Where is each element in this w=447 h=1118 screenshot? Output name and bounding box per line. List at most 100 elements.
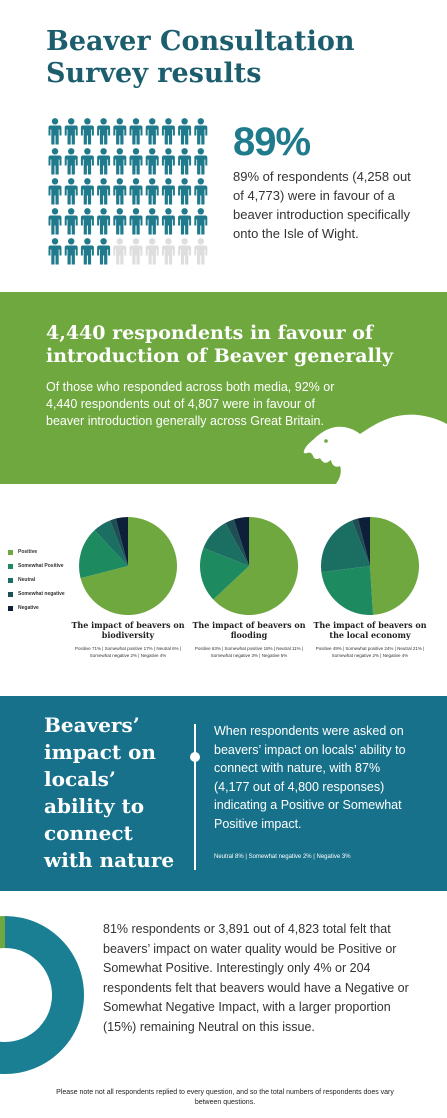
legend-label: Neutral [18, 577, 36, 583]
person-icon [97, 208, 111, 235]
person-icon [97, 178, 111, 205]
person-icon [113, 148, 127, 175]
person-icon [178, 118, 192, 145]
general-title: 4,440 respondents in favour of introduct… [46, 322, 394, 367]
nature-title: Beavers’ impact on locals’ ability to co… [44, 713, 175, 872]
person-icon [80, 148, 94, 175]
person-icon [80, 178, 94, 205]
person-icon [161, 238, 175, 265]
person-icon [161, 178, 175, 205]
section-divider [194, 724, 196, 870]
page-title: Beaver Consultation Survey results [46, 26, 355, 89]
pie-slice [203, 523, 249, 566]
person-icon [194, 118, 208, 145]
pie-slice [233, 517, 249, 566]
nature-note: Neutral 8% | Somewhat negative 2% | Nega… [214, 854, 351, 860]
pie-slice [79, 530, 128, 579]
pie-slice [351, 518, 370, 566]
person-icon [113, 238, 127, 265]
nature-section [0, 696, 447, 891]
person-icon [178, 178, 192, 205]
pie-chart-biodiversity [79, 517, 177, 615]
person-icon [129, 208, 143, 235]
pie-title-local-economy: The impact of beavers on the local econo… [313, 620, 427, 640]
person-icon [80, 238, 94, 265]
pie-chart-flooding [200, 517, 298, 615]
person-icon [48, 208, 62, 235]
person-icon [145, 208, 159, 235]
pie-legend: Positive Somewhat Positive Neutral Somewhat… [8, 546, 88, 616]
pie-slice [94, 520, 128, 566]
person-icon [161, 208, 175, 235]
person-icon [64, 148, 78, 175]
pie-slice [370, 517, 420, 615]
pie-note-local-economy: Positive 49% | Somewhat positive 24% | N… [315, 646, 425, 658]
person-icon [161, 148, 175, 175]
pie-slice [80, 517, 177, 615]
legend-swatch [8, 591, 13, 597]
person-icon [178, 208, 192, 235]
person-icon [48, 118, 62, 145]
person-icon [194, 208, 208, 235]
person-icon [64, 238, 78, 265]
legend-item: Neutral [8, 574, 88, 586]
legend-item: Somewhat negative [8, 588, 88, 600]
legend-swatch [8, 549, 13, 555]
nature-text: When respondents were asked on beavers’ … [214, 724, 406, 831]
pie-slice [109, 518, 128, 566]
pie-chart-local-economy [321, 517, 420, 615]
person-icon [80, 118, 94, 145]
person-icon [145, 178, 159, 205]
pie-slice [213, 517, 298, 615]
pie-title-flooding: The impact of beavers on flooding [192, 620, 306, 640]
person-icon [178, 148, 192, 175]
person-icon [113, 118, 127, 145]
person-icon [129, 238, 143, 265]
person-icon [48, 178, 62, 205]
person-icon [129, 178, 143, 205]
pie-title-biodiversity: The impact of beavers on biodiversity [71, 620, 185, 640]
pie-slice [200, 547, 249, 600]
intro-text: 89% of respondents (4,258 out of 4,773) … [233, 169, 411, 241]
person-icon [64, 118, 78, 145]
beaver-silhouette-icon [303, 414, 447, 484]
person-icon [97, 238, 111, 265]
person-icon [194, 178, 208, 205]
person-icon [145, 148, 159, 175]
person-icon [145, 118, 159, 145]
water-quality-donut [0, 916, 84, 1074]
intro-percent: 89% [233, 120, 311, 164]
person-icon [80, 208, 94, 235]
donut-segment [0, 916, 5, 949]
person-icon [48, 148, 62, 175]
pie-slice [225, 519, 249, 566]
legend-swatch [8, 577, 13, 583]
pie-note-biodiversity: Positive 71% | Somewhat positive 17% | N… [74, 646, 182, 658]
legend-label: Positive [18, 549, 38, 555]
legend-label: Somewhat Positive [18, 563, 64, 569]
legend-item: Positive [8, 546, 88, 558]
person-icon [194, 238, 208, 265]
pie-slice [321, 566, 374, 615]
pie-note-flooding: Positive 63% | Somewhat positive 18% | N… [194, 646, 304, 658]
person-icon [194, 148, 208, 175]
legend-swatch [8, 563, 13, 569]
donut-segment [0, 916, 84, 1074]
person-icon [178, 238, 192, 265]
person-icon [113, 208, 127, 235]
water-text: 81% respondents or 3,891 out of 4,823 to… [103, 922, 409, 1034]
people-icon-grid [48, 118, 208, 265]
person-icon [97, 118, 111, 145]
general-text: Of those who responded across both media… [46, 380, 335, 428]
person-icon [97, 148, 111, 175]
legend-item: Negative [8, 602, 88, 614]
footnote: Please note not all respondents replied … [56, 1089, 394, 1106]
legend-item: Somewhat Positive [8, 560, 88, 572]
pie-slice [357, 517, 370, 566]
person-icon [64, 178, 78, 205]
person-icon [145, 238, 159, 265]
person-icon [161, 118, 175, 145]
person-icon [48, 238, 62, 265]
pie-slice [115, 517, 128, 566]
divider-dot [190, 752, 200, 762]
